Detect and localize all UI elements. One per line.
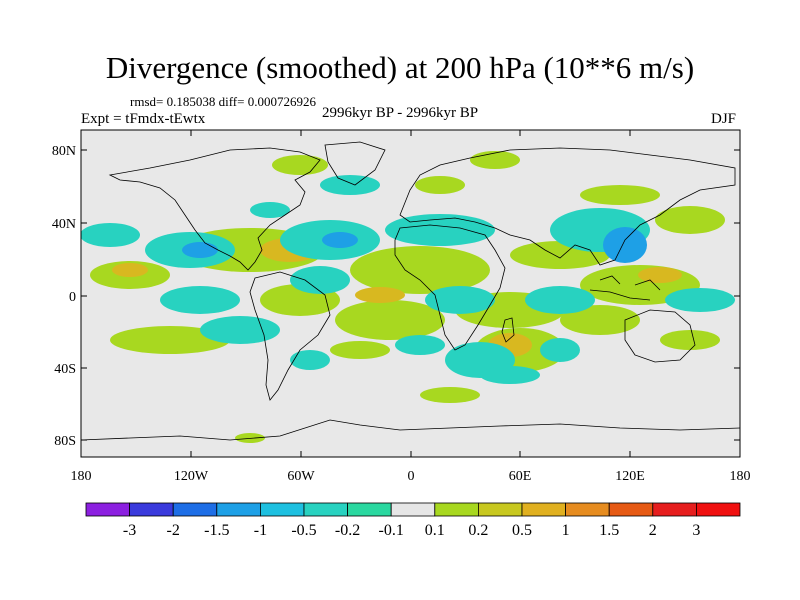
colorbar-swatch [347,502,392,517]
colorbar-label: 0.2 [468,522,488,539]
colorbar-swatch [696,502,741,517]
colorbar-swatch [477,502,523,517]
lon-label-180e: 180 [730,469,751,484]
latitude-axis: 80N 40N 0 40S 80S [52,144,740,449]
longitude-axis: 180 120W 60W 0 60E 120E 180 [71,130,751,484]
lon-label-120e: 120E [615,469,645,484]
divergence-field [81,151,735,443]
colorbar-label: 1.5 [599,522,619,539]
coastline-africa [394,224,506,351]
colorbar-swatch [608,502,654,517]
colorbar-swatch [172,502,218,517]
colorbar-label: 1 [562,522,570,539]
colorbar-label: 2 [649,522,657,539]
lat-label-40n: 40N [52,217,76,232]
lat-label-40s: 40S [54,362,76,377]
colorbar-label: -0.1 [379,522,404,539]
colorbar-label: -2 [167,522,180,539]
colorbar-swatch [85,502,130,517]
coastline-indonesia [589,275,661,301]
lon-label-60w: 60W [287,469,315,484]
coastline-antarctica [81,419,740,441]
lon-label-60e: 60E [509,469,532,484]
strong-negative-areas [182,227,647,263]
period-label: 2996kyr BP - 2996kyr BP [322,105,479,121]
colorbar-label: -1.5 [204,522,229,539]
colorbar-swatch [521,502,566,517]
lat-label-0: 0 [69,290,76,305]
colorbar-swatch [390,502,436,517]
colorbar-swatch [303,502,348,517]
colorbar-swatch [652,502,697,517]
lat-label-80s: 80S [54,434,76,449]
coastline-eurasia [399,147,736,266]
colorbar-label: 0.1 [425,522,445,539]
coastline-north-america [108,147,321,271]
season-label: DJF [711,111,737,127]
lon-label-180w: 180 [71,469,92,484]
stats-text: rmsd= 0.185038 diff= 0.000726926 [130,94,316,109]
coastline-madagascar [501,317,515,343]
colorbar-swatch [565,502,610,517]
colorbar-swatch [216,502,261,517]
chart-title: Divergence (smoothed) at 200 hPa (10**6 … [105,50,695,85]
colorbar-label: 0.5 [512,522,532,539]
lat-label-80n: 80N [52,144,76,159]
colorbar-label: -0.5 [291,522,316,539]
lon-label-120w: 120W [174,469,209,484]
experiment-label: Expt = tFmdx-tEwtx [81,111,206,127]
coastline-south-america [249,271,331,401]
colorbar-label: -0.2 [335,522,360,539]
colorbar-label: 3 [692,522,700,539]
colorbar-label: -1 [254,522,267,539]
coastlines [81,141,740,441]
colorbar-swatch [129,502,174,517]
colorbar-label: -3 [123,522,136,539]
colorbar-swatch [259,502,305,517]
colorbar: -3 -2 -1.5 -1 -0.5 -0.2 -0.1 0.1 0.2 0.5 1 1.5 2 3 [85,502,741,539]
colorbar-swatch [434,502,479,517]
coastline-australia [624,309,696,363]
lon-label-0: 0 [408,469,415,484]
coastline-greenland [324,141,386,186]
